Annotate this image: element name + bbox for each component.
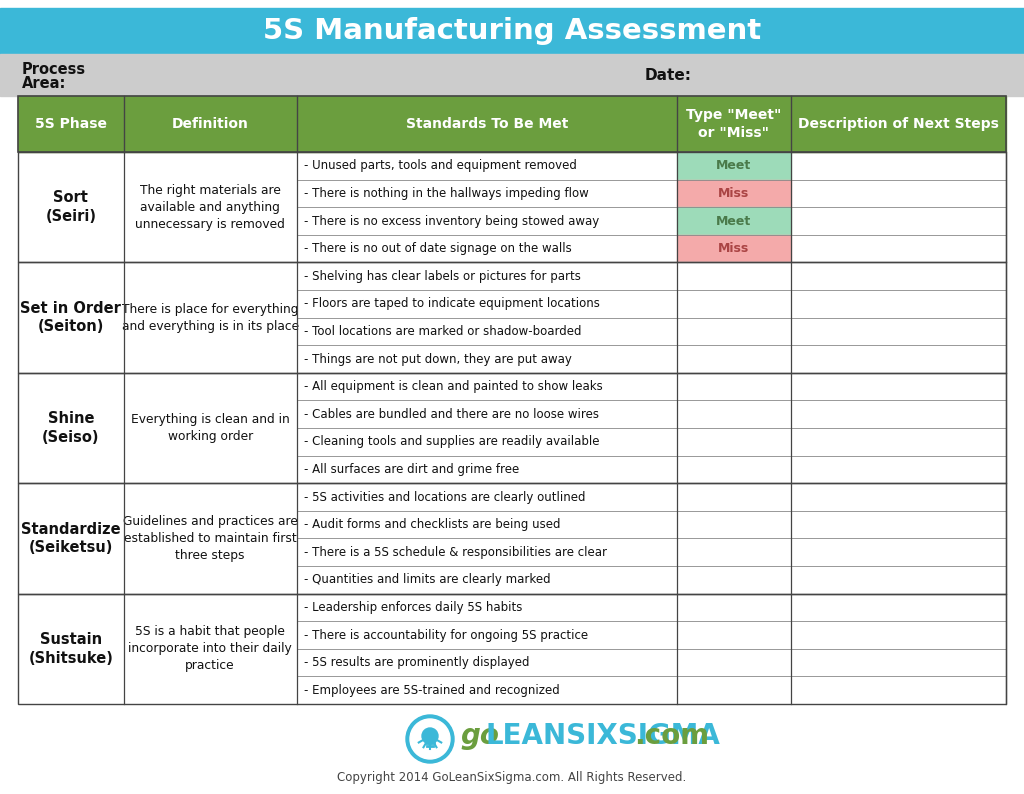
Circle shape [410,719,450,759]
Text: 5S Manufacturing Assessment: 5S Manufacturing Assessment [263,17,761,45]
Text: Sort
(Seiri): Sort (Seiri) [45,191,96,224]
Bar [124,96,297,152]
Bar [18,262,1006,373]
Text: - Unused parts, tools and equipment removed: - Unused parts, tools and equipment remo… [303,160,577,172]
Bar [677,96,791,152]
Text: Description of Next Steps: Description of Next Steps [798,117,998,131]
Bar [0,54,1024,96]
Bar [677,318,791,345]
Bar [18,262,1006,373]
Text: Meet: Meet [716,214,752,228]
Text: Meet: Meet [716,160,752,172]
Text: Type "Meet"
or "Miss": Type "Meet" or "Miss" [686,108,781,140]
Bar [18,484,1006,594]
Bar [18,96,1006,152]
Text: - There is no excess inventory being stowed away: - There is no excess inventory being sto… [303,214,599,228]
Text: Everything is clean and in
working order: Everything is clean and in working order [131,413,290,443]
Text: - Cleaning tools and supplies are readily available: - Cleaning tools and supplies are readil… [303,435,599,449]
Bar [677,566,791,594]
Bar [677,262,791,290]
Bar [18,594,1006,704]
Text: Definition: Definition [172,117,249,131]
Text: - There is nothing in the hallways impeding flow: - There is nothing in the hallways imped… [303,187,589,200]
Circle shape [406,715,454,763]
Bar [18,373,1006,484]
Bar [18,152,1006,262]
Bar [0,8,1024,54]
Bar [677,179,791,207]
Bar [677,621,791,649]
Text: Copyright 2014 GoLeanSixSigma.com. All Rights Reserved.: Copyright 2014 GoLeanSixSigma.com. All R… [337,772,687,784]
Bar [297,96,677,152]
Bar [791,96,1006,152]
Text: Standardize
(Seiketsu): Standardize (Seiketsu) [22,522,121,555]
Text: - Audit forms and checklists are being used: - Audit forms and checklists are being u… [303,518,560,531]
Text: Miss: Miss [718,187,750,200]
Bar [18,152,1006,262]
Text: - Leadership enforces daily 5S habits: - Leadership enforces daily 5S habits [303,601,522,614]
Text: - There is no out of date signage on the walls: - There is no out of date signage on the… [303,242,571,255]
Bar [677,290,791,318]
Bar [677,152,791,179]
Text: - Things are not put down, they are put away: - Things are not put down, they are put … [303,353,571,365]
Bar [677,235,791,262]
Text: - Floors are taped to indicate equipment locations: - Floors are taped to indicate equipment… [303,297,599,310]
Circle shape [422,728,438,744]
Bar [677,428,791,456]
Text: 5S Phase: 5S Phase [35,117,106,131]
Text: - 5S results are prominently displayed: - 5S results are prominently displayed [303,656,529,669]
Text: - Cables are bundled and there are no loose wires: - Cables are bundled and there are no lo… [303,407,599,421]
Text: - Tool locations are marked or shadow-boarded: - Tool locations are marked or shadow-bo… [303,325,581,338]
Text: Sustain
(Shitsuke): Sustain (Shitsuke) [29,632,114,665]
Text: .com: .com [634,722,710,750]
Bar [677,484,791,511]
Text: 5S is a habit that people
incorporate into their daily
practice: 5S is a habit that people incorporate in… [128,626,292,673]
Bar [677,649,791,676]
Text: There is place for everything
and everything is in its place: There is place for everything and everyt… [122,303,299,333]
Bar [677,511,791,538]
Bar [677,676,791,704]
Bar [18,484,1006,594]
Bar [677,538,791,566]
Bar [677,456,791,484]
Text: Guidelines and practices are
established to maintain first
three steps: Guidelines and practices are established… [123,515,298,562]
Text: LEANSIXSIGMA: LEANSIXSIGMA [486,722,721,750]
Text: - All surfaces are dirt and grime free: - All surfaces are dirt and grime free [303,463,519,476]
Text: Area:: Area: [22,75,67,91]
Bar [677,207,791,235]
Text: Set in Order
(Seiton): Set in Order (Seiton) [20,301,121,334]
Text: - Employees are 5S-trained and recognized: - Employees are 5S-trained and recognize… [303,684,559,696]
Text: - Quantities and limits are clearly marked: - Quantities and limits are clearly mark… [303,573,550,586]
Bar [677,373,791,400]
Text: Shine
(Seiso): Shine (Seiso) [42,411,99,445]
Text: The right materials are
available and anything
unnecessary is removed: The right materials are available and an… [135,183,285,231]
Text: Process: Process [22,61,86,76]
Bar [18,96,124,152]
Text: - All equipment is clean and painted to show leaks: - All equipment is clean and painted to … [303,380,602,393]
Text: Standards To Be Met: Standards To Be Met [406,117,568,131]
Text: - There is accountability for ongoing 5S practice: - There is accountability for ongoing 5S… [303,629,588,642]
Bar [677,400,791,428]
Text: Date:: Date: [645,67,692,83]
Bar [677,345,791,373]
Text: go: go [460,722,499,750]
Text: - Shelving has clear labels or pictures for parts: - Shelving has clear labels or pictures … [303,270,581,283]
Text: - 5S activities and locations are clearly outlined: - 5S activities and locations are clearl… [303,491,585,503]
Text: Miss: Miss [718,242,750,255]
Bar [18,594,1006,704]
Bar [18,373,1006,484]
Bar [677,594,791,621]
Text: - There is a 5S schedule & responsibilities are clear: - There is a 5S schedule & responsibilit… [303,545,606,559]
